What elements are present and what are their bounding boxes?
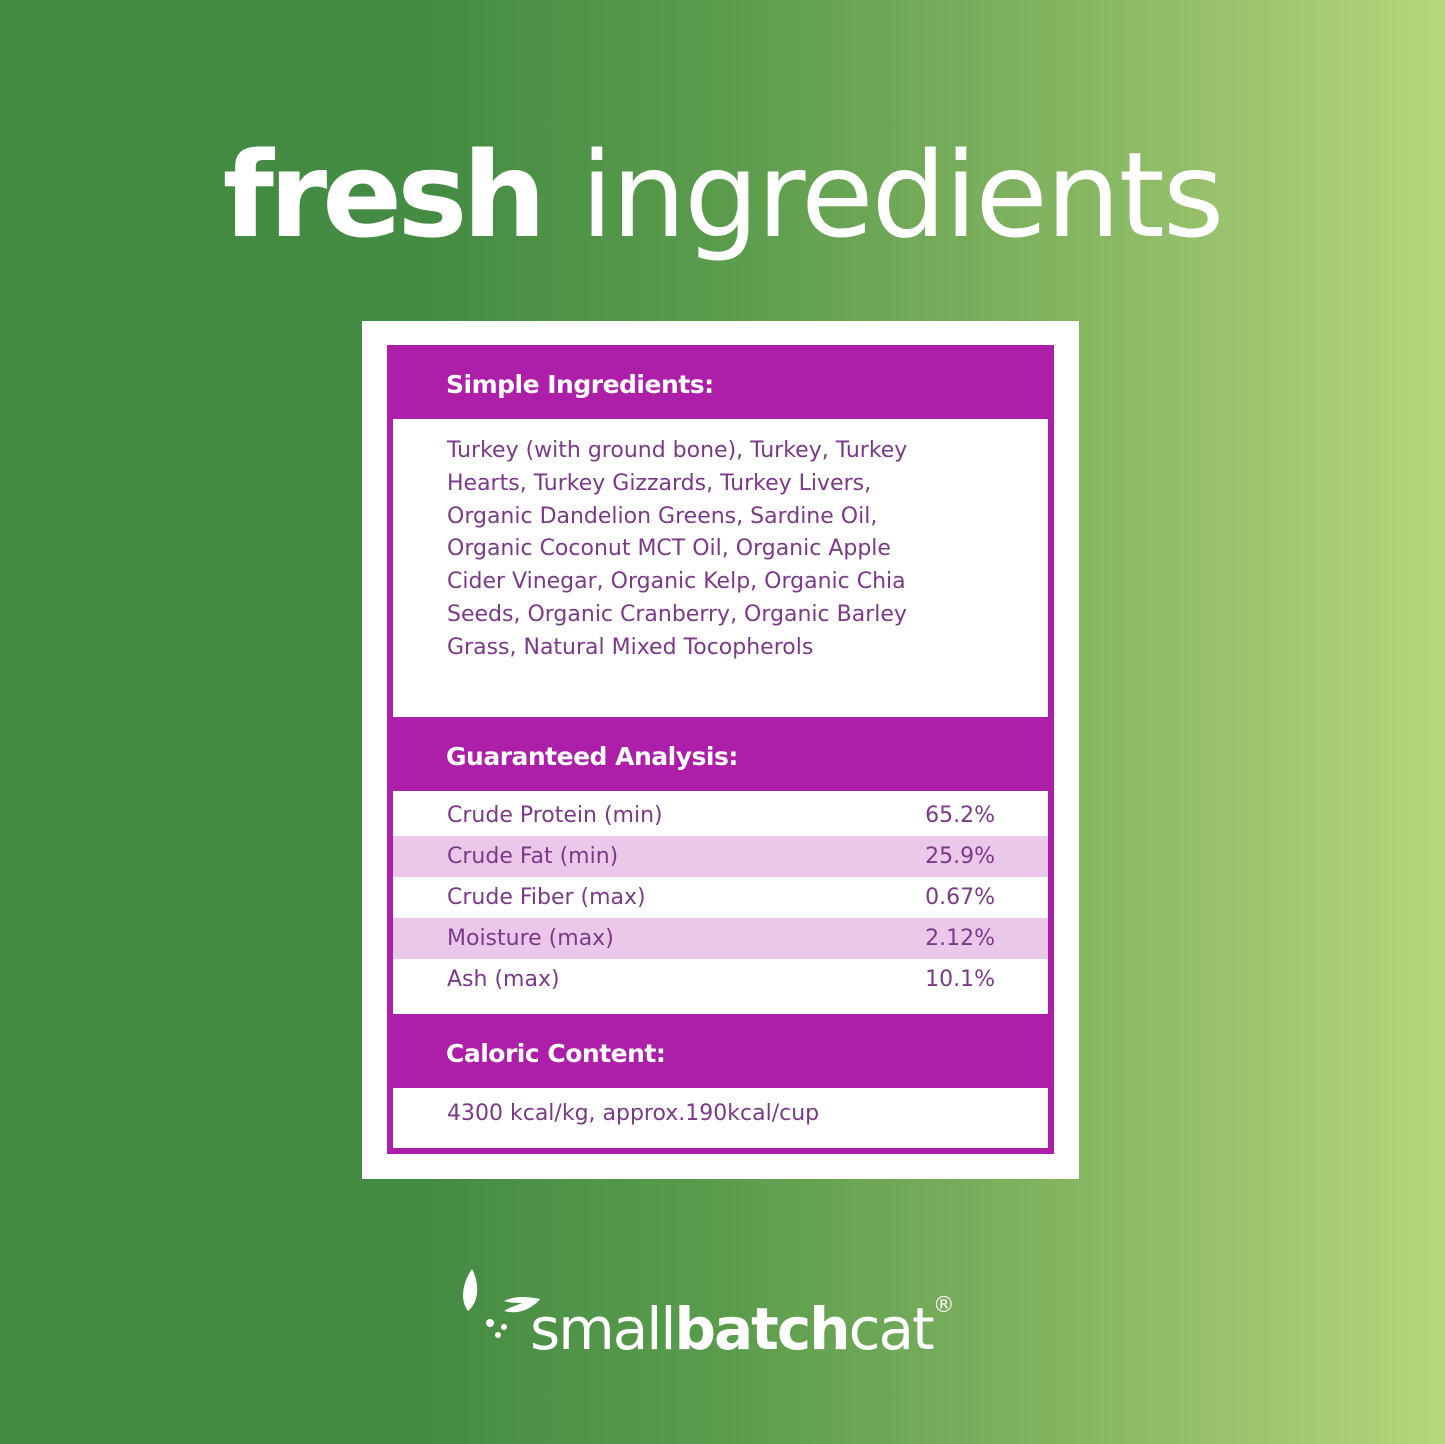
analysis-table: Crude Protein (min) 65.2% Crude Fat (min)… bbox=[393, 791, 1048, 1014]
ingredients-line: Organic Dandelion Greens, Sardine Oil, bbox=[447, 503, 878, 529]
table-row: Crude Fiber (max) 0.67% bbox=[393, 877, 1048, 918]
table-row: Moisture (max) 2.12% bbox=[393, 918, 1048, 959]
nutrient-name: Crude Protein (min) bbox=[447, 803, 663, 828]
headline: fresh ingredients bbox=[0, 120, 1445, 270]
caloric-heading: Caloric Content: bbox=[446, 1039, 666, 1068]
analysis-heading: Guaranteed Analysis: bbox=[446, 742, 738, 771]
ingredients-line: Grass, Natural Mixed Tocopherols bbox=[447, 634, 814, 660]
nutrient-value: 25.9% bbox=[925, 844, 995, 869]
ingredients-line: Hearts, Turkey Gizzards, Turkey Livers, bbox=[447, 470, 872, 496]
nutrition-card: Simple Ingredients: Turkey (with ground … bbox=[362, 321, 1079, 1179]
ingredients-line: Seeds, Organic Cranberry, Organic Barley bbox=[447, 601, 907, 627]
brand-logo: smallbatchcat® bbox=[460, 1265, 1000, 1375]
table-row: Ash (max) 10.1% bbox=[393, 959, 1048, 1000]
ingredients-line: Organic Coconut MCT Oil, Organic Apple bbox=[447, 536, 891, 562]
brand-wordmark: smallbatchcat® bbox=[530, 1293, 955, 1363]
nutrient-value: 2.12% bbox=[925, 926, 995, 951]
nutrient-value: 10.1% bbox=[925, 967, 995, 992]
nutrient-value: 0.67% bbox=[925, 885, 995, 910]
ingredients-line: Turkey (with ground bone), Turkey, Turke… bbox=[447, 438, 908, 463]
brand-batch: batch bbox=[674, 1295, 851, 1363]
nutrient-name: Crude Fiber (max) bbox=[447, 885, 646, 910]
caloric-text: 4300 kcal/kg, approx.190kcal/cup bbox=[393, 1088, 1048, 1148]
registered-mark: ® bbox=[932, 1293, 955, 1318]
leaf-icon bbox=[463, 1269, 540, 1338]
table-row: Crude Protein (min) 65.2% bbox=[393, 795, 1048, 836]
ingredients-list: Turkey (with ground bone), Turkey, Turke… bbox=[393, 419, 1048, 717]
brand-cat: cat bbox=[848, 1295, 935, 1363]
brand-small: small bbox=[530, 1295, 676, 1363]
nutrient-name: Ash (max) bbox=[447, 967, 560, 992]
nutrition-label: Simple Ingredients: Turkey (with ground … bbox=[387, 345, 1054, 1154]
headline-regular: ingredients bbox=[580, 126, 1225, 264]
nutrient-name: Moisture (max) bbox=[447, 926, 614, 951]
ingredients-line: Cider Vinegar, Organic Kelp, Organic Chi… bbox=[447, 569, 906, 595]
ingredients-heading: Simple Ingredients: bbox=[446, 370, 714, 399]
nutrient-name: Crude Fat (min) bbox=[447, 844, 619, 869]
nutrient-value: 65.2% bbox=[925, 803, 995, 828]
headline-bold: fresh bbox=[222, 126, 547, 264]
table-row: Crude Fat (min) 25.9% bbox=[393, 836, 1048, 877]
